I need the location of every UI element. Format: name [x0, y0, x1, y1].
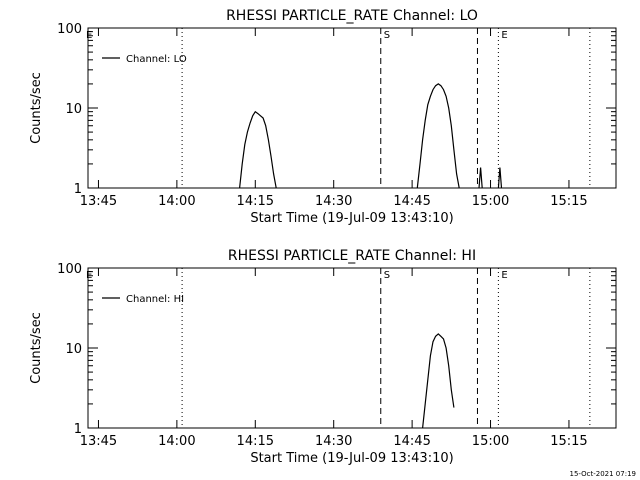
chart1-y-tick-label-1: 10: [65, 102, 82, 117]
chart1-marker-label-1: S: [384, 30, 390, 41]
chart2-x-tick-label-0: 13:45: [80, 434, 117, 449]
chart1-corner-label-0: E: [86, 30, 92, 41]
timestamp-footer: 15-Oct-2021 07:19: [569, 470, 636, 478]
chart1-x-tick-label-3: 14:30: [315, 194, 352, 209]
chart2-x-axis-label: Start Time (19-Jul-09 13:43:10): [250, 451, 453, 466]
chart1-x-tick-label-4: 14:45: [393, 194, 430, 209]
chart1-y-tick-label-0: 1: [74, 182, 82, 197]
chart2-x-tick-label-5: 15:00: [472, 434, 509, 449]
chart1-y-tick-label-2: 100: [57, 22, 82, 37]
chart2-y-axis-label: Counts/sec: [29, 312, 44, 384]
chart2-title: RHESSI PARTICLE_RATE Channel: HI: [228, 248, 476, 264]
chart1-plot-frame: [87, 27, 617, 189]
chart2-y-tick-label-1: 10: [65, 342, 82, 357]
chart1-series-0-segment-1: [416, 83, 460, 189]
chart1-series-0-segment-3: [497, 167, 503, 189]
chart2-x-tick-label-4: 14:45: [393, 434, 430, 449]
chart2-series-0-segment-0: [422, 333, 455, 429]
chart2-y-tick-label-2: 100: [57, 262, 82, 277]
chart1-x-tick-label-5: 15:00: [472, 194, 509, 209]
chart2-plot-frame: [87, 267, 617, 429]
chart1-y-axis-label: Counts/sec: [29, 72, 44, 144]
chart1-series-0-segment-2: [478, 167, 483, 189]
chart1-title: RHESSI PARTICLE_RATE Channel: LO: [226, 8, 478, 24]
chart2-x-tick-label-6: 15:15: [550, 434, 587, 449]
chart2-marker-label-1: S: [384, 270, 390, 281]
chart2-corner-label-0: E: [86, 270, 92, 281]
chart2-x-tick-label-1: 14:00: [158, 434, 195, 449]
chart1-x-tick-label-1: 14:00: [158, 194, 195, 209]
chart2-y-tick-label-0: 1: [74, 422, 82, 437]
chart1-x-tick-label-0: 13:45: [80, 194, 117, 209]
chart2-x-tick-label-2: 14:15: [237, 434, 274, 449]
chart1-x-axis-label: Start Time (19-Jul-09 13:43:10): [250, 211, 453, 226]
chart2-legend-label: Channel: HI: [126, 294, 184, 305]
chart1-series-0-segment-0: [239, 110, 277, 189]
chart1-x-tick-label-6: 15:15: [550, 194, 587, 209]
chart2-x-tick-label-3: 14:30: [315, 434, 352, 449]
chart2-marker-label-3: E: [501, 270, 507, 281]
chart1-legend-label: Channel: LO: [126, 54, 187, 65]
chart1-marker-label-3: E: [501, 30, 507, 41]
chart1-x-tick-label-2: 14:15: [237, 194, 274, 209]
